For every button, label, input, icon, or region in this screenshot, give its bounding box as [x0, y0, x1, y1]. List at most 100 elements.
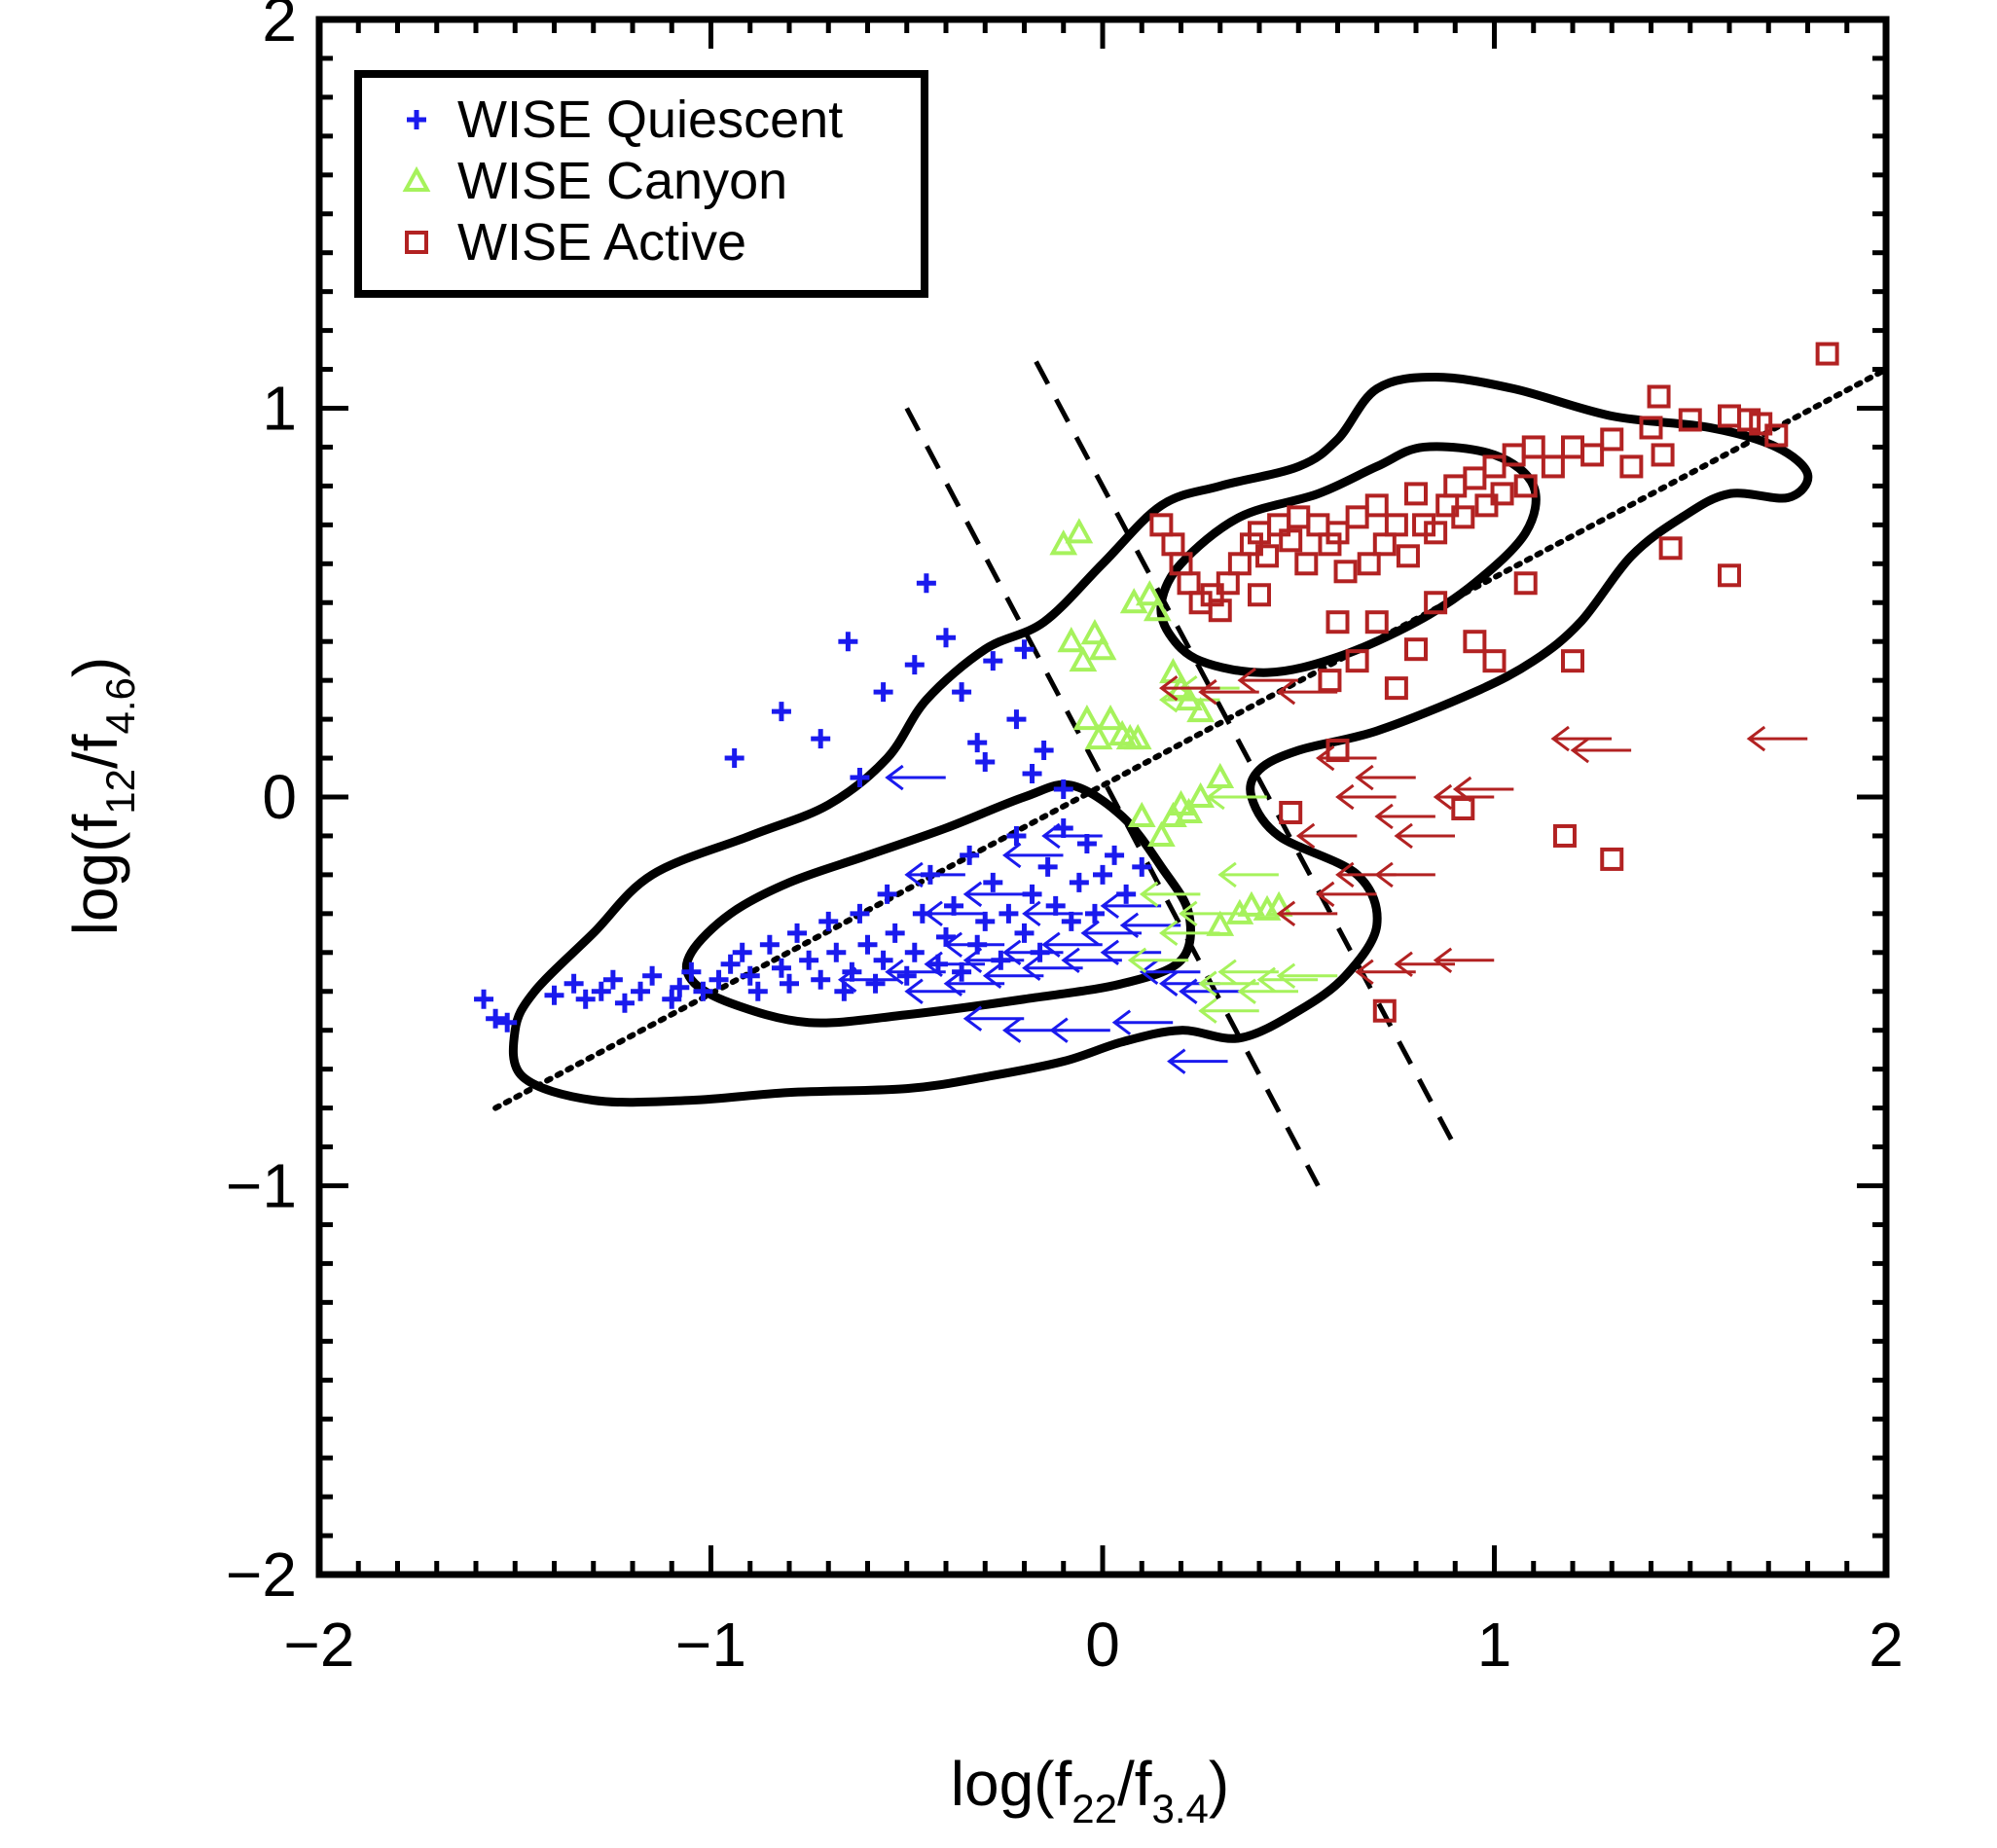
- point-s0-71: [904, 655, 925, 675]
- point-s5-21: [1452, 776, 1514, 803]
- point-s3-26: [943, 931, 1005, 959]
- point-s5-4: [1316, 744, 1377, 772]
- point-s0-17: [732, 942, 752, 962]
- point-s0-61: [1093, 864, 1112, 885]
- point-s0-74: [952, 682, 972, 703]
- point-s0-73: [936, 628, 956, 648]
- point-s0-81: [1034, 741, 1054, 761]
- point-s1-22: [1186, 781, 1216, 808]
- point-s0-7: [602, 969, 623, 990]
- point-s5-6: [1295, 822, 1358, 850]
- point-s2-63: [1364, 610, 1389, 634]
- point-s2-65: [1463, 630, 1487, 654]
- point-s2-16: [1306, 513, 1330, 537]
- point-s2-37: [1513, 474, 1538, 498]
- point-s4-13: [1206, 783, 1267, 811]
- legend-label-active: WISE Active: [457, 213, 746, 272]
- y-tick-label: −2: [226, 1540, 297, 1610]
- point-s0-27: [826, 942, 847, 962]
- data-points: [474, 342, 1839, 1074]
- point-s2-24: [1384, 513, 1408, 537]
- reference-lines: [492, 360, 1889, 1187]
- point-s0-8: [614, 993, 635, 1013]
- point-s0-13: [681, 961, 702, 982]
- point-s1-20: [1159, 801, 1187, 827]
- point-s1-14: [1143, 596, 1172, 622]
- point-s3-25: [1041, 822, 1103, 850]
- point-s1-13: [1135, 580, 1164, 606]
- point-s0-49: [998, 903, 1019, 924]
- point-s0-75: [967, 733, 988, 753]
- point-s0-78: [1006, 709, 1027, 730]
- point-s0-28: [834, 981, 854, 1001]
- point-s0-52: [1022, 884, 1042, 904]
- point-s2-6: [1208, 598, 1232, 623]
- point-s2-20: [1345, 505, 1369, 529]
- point-s0-72: [916, 573, 936, 594]
- point-s2-14: [1287, 505, 1311, 529]
- point-s0-54: [1037, 856, 1058, 877]
- point-s1-15: [1159, 658, 1187, 684]
- point-s0-22: [780, 973, 799, 994]
- point-s2-72: [1248, 583, 1271, 607]
- point-s1-26: [1237, 890, 1266, 917]
- point-s2-25: [1396, 544, 1420, 568]
- point-s0-80: [1022, 764, 1042, 784]
- point-s2-47: [1718, 404, 1741, 428]
- point-s0-35: [885, 923, 905, 943]
- point-s3-17: [962, 1005, 1025, 1032]
- legend-marker-plus: [407, 110, 426, 129]
- dotted-fit-line: [492, 366, 1889, 1111]
- point-s5-12: [1276, 900, 1338, 927]
- point-s2-68: [1345, 649, 1369, 673]
- point-s2-59: [1372, 998, 1397, 1023]
- point-s2-52: [1647, 384, 1671, 409]
- point-s1-1: [1065, 518, 1094, 544]
- point-s3-28: [1100, 892, 1162, 920]
- point-s0-24: [799, 950, 819, 970]
- legend-label-quiescent: WISE Quiescent: [457, 91, 843, 149]
- point-s2-3: [1177, 571, 1201, 596]
- point-s5-2: [1237, 667, 1298, 694]
- x-axis-label: log(f22/f3.4): [951, 1749, 1229, 1831]
- point-s2-35: [1490, 482, 1514, 506]
- point-s0-33: [873, 950, 893, 970]
- point-s0-5: [575, 989, 596, 1009]
- contour-outer: [508, 373, 1813, 1107]
- y-tick-label: 1: [262, 374, 297, 444]
- point-s2-56: [1451, 796, 1475, 820]
- point-s5-17: [1550, 725, 1612, 752]
- contour-inner-high: [1156, 442, 1541, 677]
- point-s2-27: [1412, 513, 1436, 537]
- point-s0-3: [544, 985, 564, 1005]
- point-s0-58: [1069, 872, 1089, 892]
- point-s2-54: [1658, 536, 1683, 561]
- point-s2-23: [1372, 532, 1397, 557]
- point-s0-31: [857, 934, 878, 955]
- point-s0-26: [818, 911, 839, 931]
- point-s5-15: [1394, 951, 1455, 977]
- point-s2-41: [1580, 443, 1605, 467]
- point-s2-62: [1318, 669, 1342, 693]
- point-s1-3: [1069, 646, 1098, 672]
- point-s1-11: [1123, 723, 1152, 750]
- point-s0-65: [724, 748, 744, 769]
- legend-marker-square: [405, 231, 428, 254]
- point-s2-30: [1443, 474, 1468, 498]
- point-s2-71: [1325, 610, 1350, 634]
- point-s2-8: [1227, 552, 1252, 576]
- point-s0-76: [975, 752, 996, 773]
- point-s2-21: [1357, 552, 1381, 576]
- point-s0-14: [693, 981, 713, 1001]
- point-s4-6: [1276, 962, 1338, 989]
- x-tick-label: −2: [284, 1610, 355, 1680]
- point-s0-36: [896, 965, 917, 986]
- point-s0-37: [904, 942, 925, 962]
- point-s2-67: [1384, 676, 1408, 701]
- x-tick-label: 1: [1477, 1610, 1512, 1680]
- plot-axes: [315, 16, 1890, 1578]
- point-s1-24: [1206, 910, 1235, 936]
- point-s3-12: [1100, 939, 1162, 965]
- point-s0-20: [759, 934, 780, 955]
